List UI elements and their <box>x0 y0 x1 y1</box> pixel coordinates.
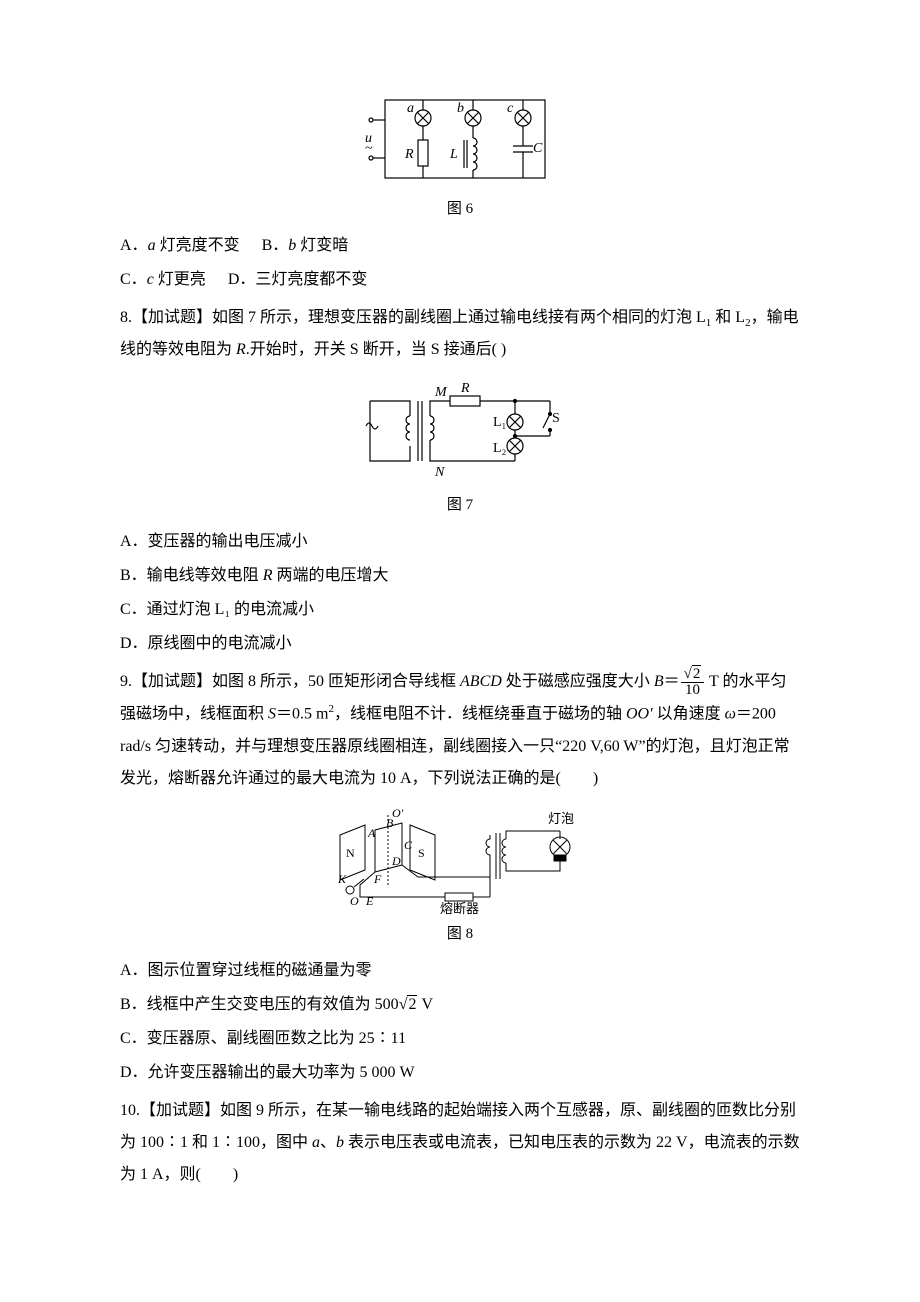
fig7-L2: L₂ <box>493 441 507 456</box>
q7-opt-d: D．三灯亮度都不变 <box>228 264 368 296</box>
q9-opt-a: A．图示位置穿过线框的磁通量为零 <box>120 955 800 987</box>
q9-B: B <box>654 673 664 690</box>
q8-opt-a: A．变压器的输出电压减小 <box>120 526 800 558</box>
figure-7-caption: 图 7 <box>120 490 800 520</box>
figure-7-svg: M R N L₁ L₂ S <box>355 376 565 486</box>
q9-eq: ＝ <box>664 673 680 690</box>
q9-opt-b-sqrt: 2 <box>407 995 417 1013</box>
q8-head: 8.【加试题】如图 7 所示，理想变压器的副线圈上通过输电线接有两个相同的灯泡 … <box>120 302 800 366</box>
q8-head-mid: 和 L <box>711 309 745 326</box>
fig8-O: O <box>350 894 359 908</box>
fig8-B: B <box>386 816 394 830</box>
fig6-L: L <box>449 147 458 162</box>
svg-text:~: ~ <box>365 141 373 156</box>
q9-tail-b: 以角速度 <box>653 706 725 723</box>
q10-head: 10.【加试题】如图 9 所示，在某一输电线路的起始端接入两个互感器，原、副线圈… <box>120 1095 800 1191</box>
fig8-S: S <box>418 846 425 860</box>
q9-OO: OO′ <box>626 706 653 723</box>
fig8-D: D <box>391 854 401 868</box>
fig6-C: C <box>533 141 543 156</box>
fig7-L1: L₁ <box>493 415 506 430</box>
fig8-E: E <box>365 894 374 908</box>
q7-options-row1: A．a 灯亮度不变 B．b 灯变暗 <box>120 230 800 262</box>
fig8-bulb: 灯泡 <box>548 811 574 826</box>
fig6-c: c <box>507 101 514 116</box>
q9-head-b: 处于磁感应强度大小 <box>502 673 654 690</box>
fig7-N: N <box>434 465 445 480</box>
fig7-S: S <box>552 411 560 426</box>
fig7-R: R <box>460 381 470 396</box>
q9-opt-b: B．线框中产生交变电压的有效值为 500√2 V <box>120 989 800 1021</box>
figure-8-svg: N S O′ B A C D F E K O 灯泡 熔断器 <box>330 805 590 915</box>
figure-6: u ~ a b c R L C 图 6 <box>120 90 800 224</box>
fig8-fuse: 熔断器 <box>440 901 479 915</box>
q9-head: 9.【加试题】如图 8 所示，50 匝矩形闭合导线框 ABCD 处于磁感应强度大… <box>120 666 800 794</box>
q9-opt-c: C．变压器原、副线圈匝数之比为 25∶11 <box>120 1023 800 1055</box>
q9-head-a: 9.【加试题】如图 8 所示，50 匝矩形闭合导线框 <box>120 673 460 690</box>
q8-head-prefix: 8.【加试题】如图 7 所示，理想变压器的副线圈上通过输电线接有两个相同的灯泡 … <box>120 309 706 326</box>
fig8-K: K <box>337 872 347 886</box>
fig6-R: R <box>404 147 414 162</box>
q7-opt-b: B．b 灯变暗 <box>262 230 349 262</box>
figure-7: M R N L₁ L₂ S 图 7 <box>120 376 800 520</box>
q9-tail-a: ，线框电阻不计．线框绕垂直于磁场的轴 <box>334 706 626 723</box>
figure-6-svg: u ~ a b c R L C <box>365 90 555 190</box>
q9-abcd: ABCD <box>460 673 502 690</box>
fig6-b: b <box>457 101 464 116</box>
q8-opt-b: B．输电线等效电阻 R 两端的电压增大 <box>120 560 800 592</box>
q7-opt-c: C．c 灯更亮 <box>120 264 206 296</box>
fig8-Op: O′ <box>392 806 404 820</box>
q8-opt-c: C．通过灯泡 L₁ 的电流减小 <box>120 594 800 626</box>
q8-opt-d: D．原线圈中的电流减小 <box>120 628 800 660</box>
fig6-a: a <box>407 101 414 116</box>
fig8-A: A <box>367 826 376 840</box>
fig8-C: C <box>404 838 413 852</box>
q7-opt-a: A．a 灯亮度不变 <box>120 230 240 262</box>
q9-opt-b-suf: V <box>417 996 433 1013</box>
q8-tail: .开始时，开关 S 断开，当 S 接通后( ) <box>246 341 506 358</box>
fig7-M: M <box>434 385 448 400</box>
figure-8-caption: 图 8 <box>120 919 800 949</box>
figure-8: N S O′ B A C D F E K O 灯泡 熔断器 图 8 <box>120 805 800 949</box>
fig8-N: N <box>346 846 355 860</box>
q7-options-row2: C．c 灯更亮 D．三灯亮度都不变 <box>120 264 800 296</box>
q9-opt-b-pre: B．线框中产生交变电压的有效值为 500 <box>120 996 399 1013</box>
figure-6-caption: 图 6 <box>120 194 800 224</box>
fig8-F: F <box>373 872 382 886</box>
q9-opt-d: D．允许变压器输出的最大功率为 5 000 W <box>120 1057 800 1089</box>
